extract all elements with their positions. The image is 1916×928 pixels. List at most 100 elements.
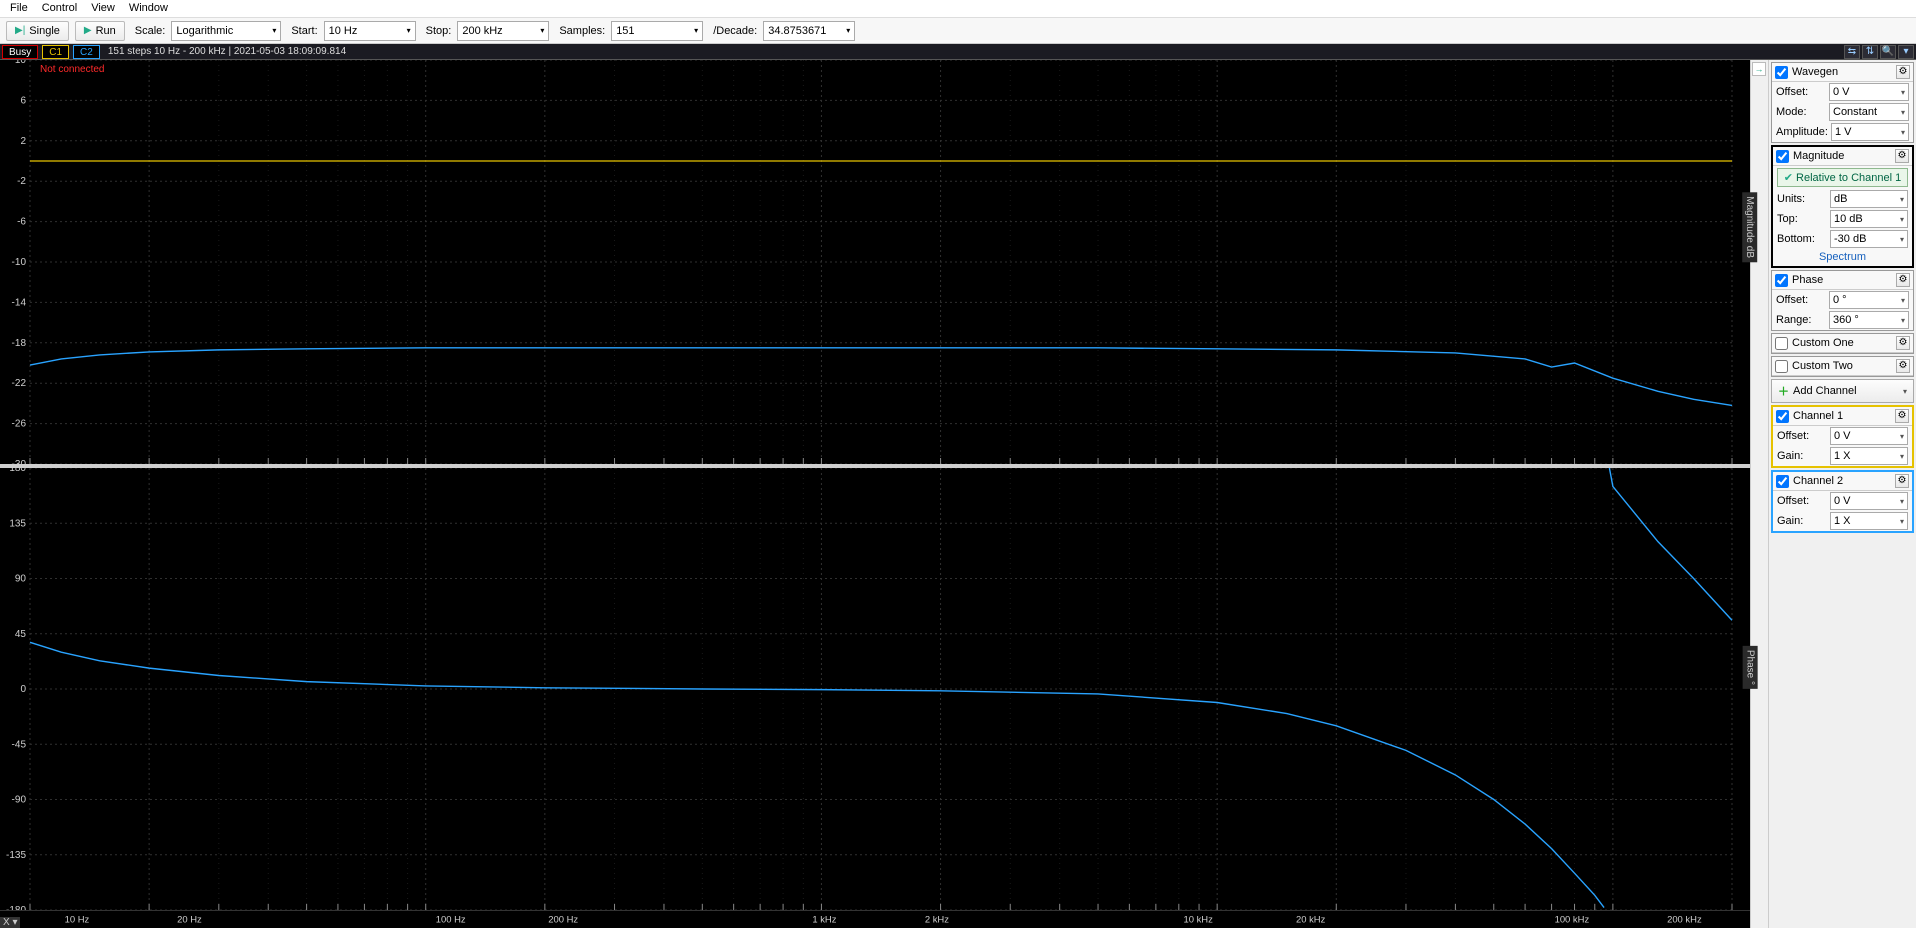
magnitude-axis-label: Magnitude dB (1743, 192, 1758, 262)
side-toolbar: → (1750, 60, 1768, 928)
phase-offset-input[interactable]: 0 ° (1829, 291, 1909, 309)
custom1-checkbox[interactable] (1775, 337, 1788, 350)
tool-icon-2[interactable]: ⇅ (1862, 45, 1878, 59)
phase-range-input[interactable]: 360 ° (1829, 311, 1909, 329)
single-icon: ▶| (15, 25, 25, 36)
custom1-gear-icon[interactable]: ⚙ (1896, 336, 1910, 350)
phase-axis-label: Phase ° (1743, 646, 1758, 689)
menu-window[interactable]: Window (129, 2, 168, 15)
single-button[interactable]: ▶| Single (6, 21, 69, 41)
wavegen-offset-input[interactable]: 0 V (1829, 83, 1909, 101)
svg-text:2 kHz: 2 kHz (925, 914, 949, 925)
status-bar: Busy C1 C2 151 steps 10 Hz - 200 kHz | 2… (0, 44, 1916, 60)
ch2-gain-label: Gain: (1777, 515, 1827, 527)
top-label: Top: (1777, 213, 1827, 225)
svg-text:-45: -45 (12, 739, 27, 750)
toolbar: ▶| Single ▶ Run Scale: Logarithmic▾ Star… (0, 18, 1916, 44)
svg-text:-30: -30 (12, 459, 27, 464)
svg-text:-18: -18 (12, 338, 27, 349)
svg-text:-22: -22 (12, 378, 27, 389)
custom2-panel: Custom Two ⚙ (1771, 356, 1914, 377)
svg-text:-10: -10 (12, 257, 27, 268)
wavegen-mode-label: Mode: (1776, 106, 1826, 118)
menu-view[interactable]: View (91, 2, 115, 15)
start-input[interactable]: 10 Hz▾ (324, 21, 416, 41)
custom2-checkbox[interactable] (1775, 360, 1788, 373)
svg-text:100 kHz: 100 kHz (1555, 914, 1590, 925)
wavegen-mode-select[interactable]: Constant (1829, 103, 1909, 121)
units-label: Units: (1777, 193, 1827, 205)
ch1-offset-input[interactable]: 0 V (1830, 427, 1908, 445)
ch2-gain-input[interactable]: 1 X (1830, 512, 1908, 530)
channel1-title: Channel 1 (1793, 410, 1843, 422)
wavegen-amp-input[interactable]: 1 V (1831, 123, 1909, 141)
channel1-gear-icon[interactable]: ⚙ (1895, 409, 1909, 423)
status-c2-badge[interactable]: C2 (73, 45, 100, 59)
stop-input[interactable]: 200 kHz▾ (457, 21, 549, 41)
run-button[interactable]: ▶ Run (75, 21, 125, 41)
phase-checkbox[interactable] (1775, 274, 1788, 287)
top-input[interactable]: 10 dB (1830, 210, 1908, 228)
wavegen-title: Wavegen (1792, 66, 1838, 78)
wavegen-amp-label: Amplitude: (1776, 126, 1828, 138)
ch1-gain-label: Gain: (1777, 450, 1827, 462)
custom1-title: Custom One (1792, 337, 1854, 349)
svg-text:135: 135 (9, 518, 26, 529)
ch1-gain-input[interactable]: 1 X (1830, 447, 1908, 465)
svg-text:-14: -14 (12, 297, 27, 308)
zoom-icon[interactable]: 🔍 (1880, 45, 1896, 59)
wavegen-gear-icon[interactable]: ⚙ (1896, 65, 1910, 79)
channel1-checkbox[interactable] (1776, 410, 1789, 423)
svg-text:10 Hz: 10 Hz (65, 914, 90, 925)
relative-to-ch1-button[interactable]: ✔ Relative to Channel 1 (1777, 168, 1908, 187)
custom2-title: Custom Two (1792, 360, 1853, 372)
samples-input[interactable]: 151▾ (611, 21, 703, 41)
single-label: Single (29, 25, 60, 37)
status-c1-badge[interactable]: C1 (42, 45, 69, 59)
magnitude-checkbox[interactable] (1776, 150, 1789, 163)
menu-bar: File Control View Window (0, 0, 1916, 18)
tool-icon-1[interactable]: ⇆ (1844, 45, 1860, 59)
phase-panel: Phase ⚙ Offset:0 ° Range:360 ° (1771, 270, 1914, 331)
wavegen-checkbox[interactable] (1775, 66, 1788, 79)
phase-plot[interactable]: 18013590450-45-90-135-180 Phase ° (0, 468, 1750, 910)
channel2-checkbox[interactable] (1776, 475, 1789, 488)
menu-file[interactable]: File (10, 2, 28, 15)
scale-select[interactable]: Logarithmic▾ (171, 21, 281, 41)
magnitude-plot[interactable]: 1062-2-6-10-14-18-22-26-30 Magnitude dB (0, 60, 1750, 468)
magnitude-title: Magnitude (1793, 150, 1844, 162)
spectrum-link[interactable]: Spectrum (1773, 249, 1912, 266)
svg-text:20 Hz: 20 Hz (177, 914, 202, 925)
ch2-offset-input[interactable]: 0 V (1830, 492, 1908, 510)
tool-icon-3[interactable]: ▾ (1898, 45, 1914, 59)
custom2-gear-icon[interactable]: ⚙ (1896, 359, 1910, 373)
menu-control[interactable]: Control (42, 2, 77, 15)
side-tool-arrow-icon[interactable]: → (1752, 62, 1766, 76)
plot-tool-icons: ⇆ ⇅ 🔍 ▾ (1844, 45, 1914, 59)
svg-text:1 kHz: 1 kHz (812, 914, 836, 925)
run-label: Run (96, 25, 116, 37)
status-busy-badge: Busy (2, 45, 38, 59)
x-axis-menu[interactable]: X ▾ (0, 917, 20, 928)
bottom-input[interactable]: -30 dB (1830, 230, 1908, 248)
svg-text:0: 0 (20, 684, 26, 695)
channel2-gear-icon[interactable]: ⚙ (1895, 474, 1909, 488)
svg-text:180: 180 (9, 468, 26, 474)
units-select[interactable]: dB (1830, 190, 1908, 208)
run-icon: ▶ (84, 25, 92, 36)
phase-title: Phase (1792, 274, 1823, 286)
samples-label: Samples: (559, 25, 605, 37)
add-channel-button[interactable]: ＋ Add Channel (1771, 379, 1914, 403)
svg-text:200 kHz: 200 kHz (1667, 914, 1702, 925)
channel2-title: Channel 2 (1793, 475, 1843, 487)
scale-label: Scale: (135, 25, 166, 37)
magnitude-gear-icon[interactable]: ⚙ (1895, 149, 1909, 163)
svg-text:45: 45 (15, 629, 27, 640)
svg-text:90: 90 (15, 574, 27, 585)
phase-gear-icon[interactable]: ⚙ (1896, 273, 1910, 287)
x-axis: 10 Hz20 Hz100 Hz200 Hz1 kHz2 kHz10 kHz20… (0, 910, 1750, 928)
custom1-panel: Custom One ⚙ (1771, 333, 1914, 354)
svg-text:-2: -2 (17, 176, 26, 187)
perdecade-input[interactable]: 34.8753671▾ (763, 21, 855, 41)
svg-text:10 kHz: 10 kHz (1183, 914, 1213, 925)
